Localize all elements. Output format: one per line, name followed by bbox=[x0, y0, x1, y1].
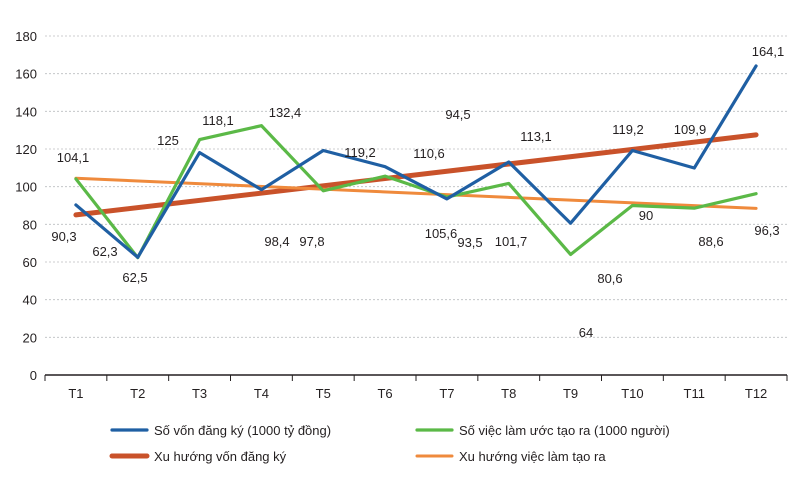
x-tick-label-T1: T1 bbox=[68, 386, 83, 401]
x-tick-label-T9: T9 bbox=[563, 386, 578, 401]
data-label-s2-T7: 94,5 bbox=[445, 107, 470, 122]
data-label-s1-T3: 118,1 bbox=[202, 113, 234, 128]
y-tick-label-5: 100 bbox=[15, 180, 37, 195]
data-label-s1-T5: 119,2 bbox=[344, 145, 376, 160]
data-label-s2-T8: 101,7 bbox=[495, 234, 528, 249]
trend-line-2 bbox=[74, 176, 758, 210]
y-tick-label-4: 80 bbox=[23, 217, 37, 232]
data-label-s2-T11: 88,6 bbox=[698, 234, 723, 249]
y-tick-label-9: 180 bbox=[15, 29, 37, 44]
x-tick-label-T5: T5 bbox=[316, 386, 331, 401]
data-label-s1-T2: 62,5 bbox=[122, 270, 147, 285]
data-label-s2-T3: 125 bbox=[157, 133, 179, 148]
data-label-s2-T10: 90 bbox=[639, 208, 653, 223]
y-tick-label-1: 20 bbox=[23, 330, 37, 345]
x-tick-label-T10: T10 bbox=[621, 386, 643, 401]
y-tick-label-3: 60 bbox=[23, 255, 37, 270]
data-label-s2-T6: 105,6 bbox=[425, 226, 458, 241]
data-label-s1-T4: 98,4 bbox=[264, 234, 289, 249]
x-tick-label-T4: T4 bbox=[254, 386, 269, 401]
data-label-s1-T1: 90,3 bbox=[51, 229, 76, 244]
x-tick-label-T8: T8 bbox=[501, 386, 516, 401]
x-tick-label-T7: T7 bbox=[439, 386, 454, 401]
data-label-s2-T5: 97,8 bbox=[299, 234, 324, 249]
data-label-s1-T7: 93,5 bbox=[457, 235, 482, 250]
data-label-s2-T2: 62,3 bbox=[92, 244, 117, 259]
legend-label-3: Xu hướng vốn đăng ký bbox=[154, 449, 287, 464]
data-label-s2-T12: 96,3 bbox=[754, 223, 779, 238]
x-tick-label-T11: T11 bbox=[684, 386, 705, 401]
data-label-s1-T10: 119,2 bbox=[612, 122, 644, 137]
y-tick-label-7: 140 bbox=[15, 104, 37, 119]
data-label-s1-T11: 109,9 bbox=[674, 122, 707, 137]
x-tick-label-T3: T3 bbox=[192, 386, 207, 401]
legend-label-2: Số việc làm ước tạo ra (1000 người) bbox=[459, 423, 670, 438]
data-label-s1-T12: 164,1 bbox=[752, 44, 785, 59]
data-label-s2-T1: 104,1 bbox=[57, 150, 90, 165]
trend-line-1 bbox=[73, 132, 759, 218]
data-label-s2-T9: 64 bbox=[579, 325, 593, 340]
series-line-2 bbox=[74, 124, 758, 260]
y-tick-label-6: 120 bbox=[15, 142, 37, 157]
series-line-1 bbox=[74, 64, 758, 259]
x-tick-label-T12: T12 bbox=[745, 386, 767, 401]
data-label-s1-T8: 113,1 bbox=[520, 129, 552, 144]
legend-label-4: Xu hướng việc làm tạo ra bbox=[459, 449, 606, 464]
data-label-s1-T6: 110,6 bbox=[413, 146, 445, 161]
y-tick-label-0: 0 bbox=[30, 368, 37, 383]
y-tick-label-8: 160 bbox=[15, 67, 37, 82]
data-label-s2-T4: 132,4 bbox=[269, 105, 302, 120]
x-tick-label-T2: T2 bbox=[130, 386, 145, 401]
legend-label-1: Số vốn đăng ký (1000 tỷ đồng) bbox=[154, 423, 331, 438]
y-tick-label-2: 40 bbox=[23, 293, 37, 308]
x-tick-label-T6: T6 bbox=[377, 386, 392, 401]
data-label-s1-T9: 80,6 bbox=[597, 271, 622, 286]
